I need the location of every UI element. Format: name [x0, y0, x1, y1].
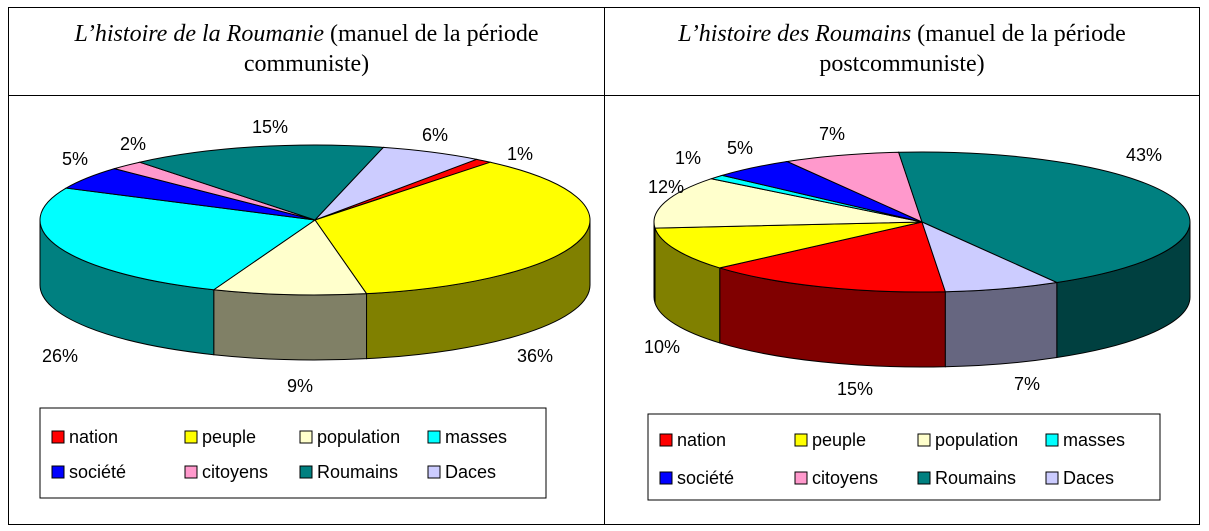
legend-swatch	[51, 465, 65, 479]
legend-label: masses	[445, 427, 507, 447]
legend-box	[39, 407, 547, 499]
legend-swatch	[794, 433, 808, 447]
legend-swatch	[299, 430, 313, 444]
legend-label: masses	[1063, 430, 1125, 450]
legend-swatch	[427, 465, 441, 479]
slice-side	[944, 281, 1058, 368]
slice	[654, 221, 923, 269]
legend-swatch	[1045, 471, 1059, 485]
legend-label: population	[317, 427, 400, 447]
slice	[314, 161, 591, 295]
legend-swatch	[1045, 433, 1059, 447]
slice	[39, 187, 317, 291]
data-label: 5%	[62, 149, 88, 169]
legend-label: Roumains	[935, 468, 1016, 488]
data-label: 26%	[42, 346, 78, 366]
data-label: 2%	[120, 134, 146, 154]
legend-box	[647, 413, 1161, 501]
data-label: 6%	[422, 125, 448, 145]
slice	[921, 221, 1059, 293]
data-label: 36%	[517, 346, 553, 366]
legend-label: Roumains	[317, 462, 398, 482]
column-divider	[604, 8, 605, 524]
data-label: 15%	[252, 117, 288, 137]
slice	[314, 146, 479, 221]
data-label: 10%	[644, 337, 680, 357]
data-label: 12%	[648, 177, 684, 197]
title-note: (manuel de la période communiste)	[243, 21, 539, 77]
legend-swatch	[659, 433, 673, 447]
legend-label: nation	[69, 427, 118, 447]
title-note: (manuel de la période postcommuniste)	[819, 21, 1126, 77]
data-label: 7%	[1014, 374, 1040, 394]
legend-swatch	[51, 430, 65, 444]
slice	[212, 219, 368, 296]
title-work: L’histoire de la Roumanie	[74, 21, 324, 47]
title-work: L’histoire des Roumains	[678, 21, 912, 47]
slice	[653, 178, 923, 229]
slice-side	[653, 221, 656, 304]
slice	[137, 144, 385, 221]
legend-swatch	[427, 430, 441, 444]
data-label: 43%	[1126, 145, 1162, 165]
legend-label: peuple	[812, 430, 866, 450]
legend-swatch	[299, 465, 313, 479]
legend-label: Daces	[445, 462, 496, 482]
legend-swatch	[794, 471, 808, 485]
slice	[897, 151, 1191, 284]
table: L’histoire de la Roumanie (manuel de la …	[8, 7, 1200, 525]
slice	[785, 151, 923, 223]
legend-swatch	[659, 471, 673, 485]
slice-side	[213, 289, 368, 361]
header-cell: L’histoire des Roumains (manuel de la pé…	[605, 8, 1199, 96]
legend-label: société	[677, 468, 734, 488]
legend-swatch	[184, 465, 198, 479]
legend-label: citoyens	[812, 468, 878, 488]
data-label: 1%	[675, 148, 701, 168]
header-cell: L’histoire de la Roumanie (manuel de la …	[9, 8, 605, 96]
data-label: 1%	[507, 144, 533, 164]
legend-label: nation	[677, 430, 726, 450]
legend-swatch	[917, 471, 931, 485]
data-label: 15%	[837, 379, 873, 399]
data-label: 9%	[287, 376, 313, 396]
legend-label: Daces	[1063, 468, 1114, 488]
legend-label: citoyens	[202, 462, 268, 482]
data-label: 5%	[727, 138, 753, 158]
legend-label: population	[935, 430, 1018, 450]
slice	[717, 221, 947, 293]
data-label: 7%	[819, 124, 845, 144]
legend-swatch	[184, 430, 198, 444]
legend-label: société	[69, 462, 126, 482]
legend-label: peuple	[202, 427, 256, 447]
legend-swatch	[917, 433, 931, 447]
